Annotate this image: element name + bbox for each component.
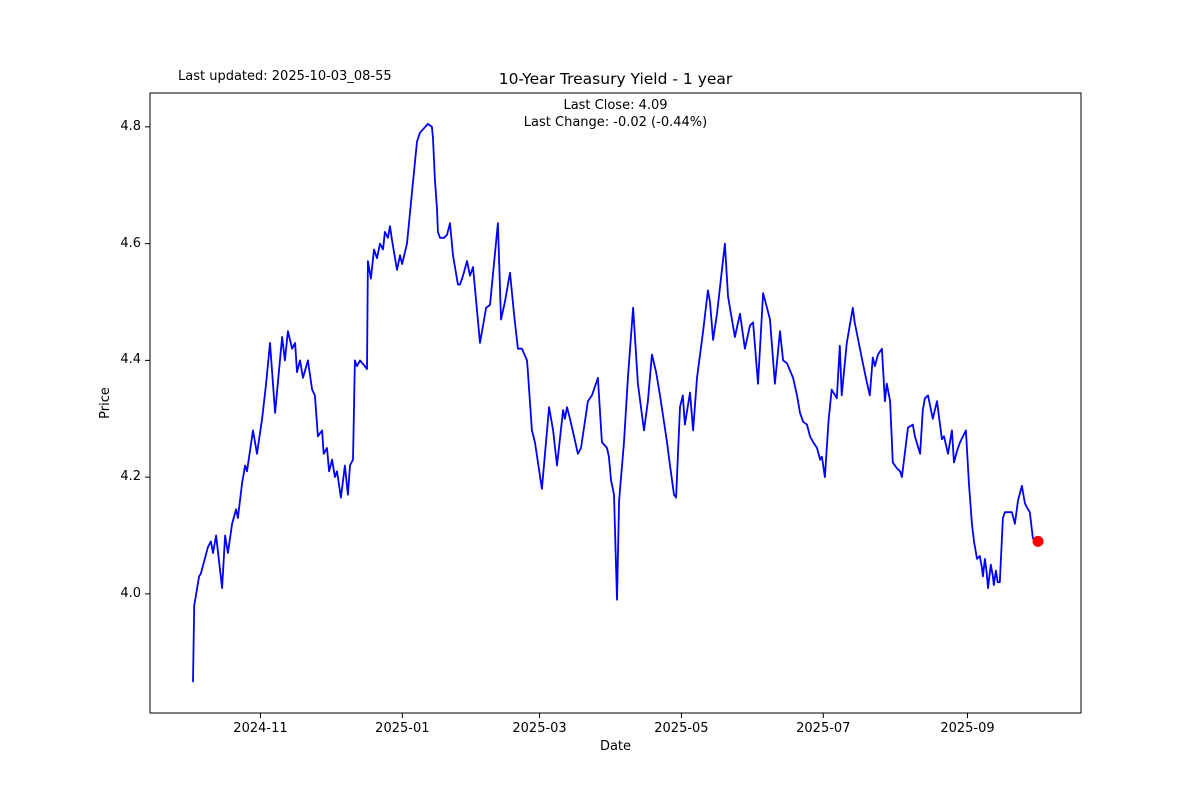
last-updated-text: Last updated: 2025-10-03_08-55 bbox=[178, 69, 392, 84]
x-tick-label: 2024-11 bbox=[233, 721, 288, 736]
chart-title: 10-Year Treasury Yield - 1 year bbox=[498, 70, 733, 88]
y-tick-label: 4.6 bbox=[120, 235, 141, 251]
x-tick-label: 2025-05 bbox=[654, 721, 709, 736]
x-tick-label: 2025-01 bbox=[375, 721, 430, 736]
last-change-text: Last Change: -0.02 (-0.44%) bbox=[523, 115, 708, 130]
y-tick-label: 4.0 bbox=[120, 585, 141, 601]
x-tick-label: 2025-07 bbox=[796, 721, 851, 736]
x-axis-label: Date bbox=[599, 739, 632, 754]
x-tick-label: 2025-03 bbox=[512, 721, 567, 736]
x-tick-label: 2025-09 bbox=[940, 721, 995, 736]
plot-border bbox=[149, 92, 1082, 714]
y-tick-label: 4.2 bbox=[120, 469, 141, 485]
price-line bbox=[192, 123, 1039, 683]
y-tick-label: 4.4 bbox=[120, 352, 141, 368]
last-close-marker bbox=[1032, 535, 1044, 547]
last-close-text: Last Close: 4.09 bbox=[563, 98, 668, 113]
y-tick-label: 4.8 bbox=[120, 118, 141, 134]
